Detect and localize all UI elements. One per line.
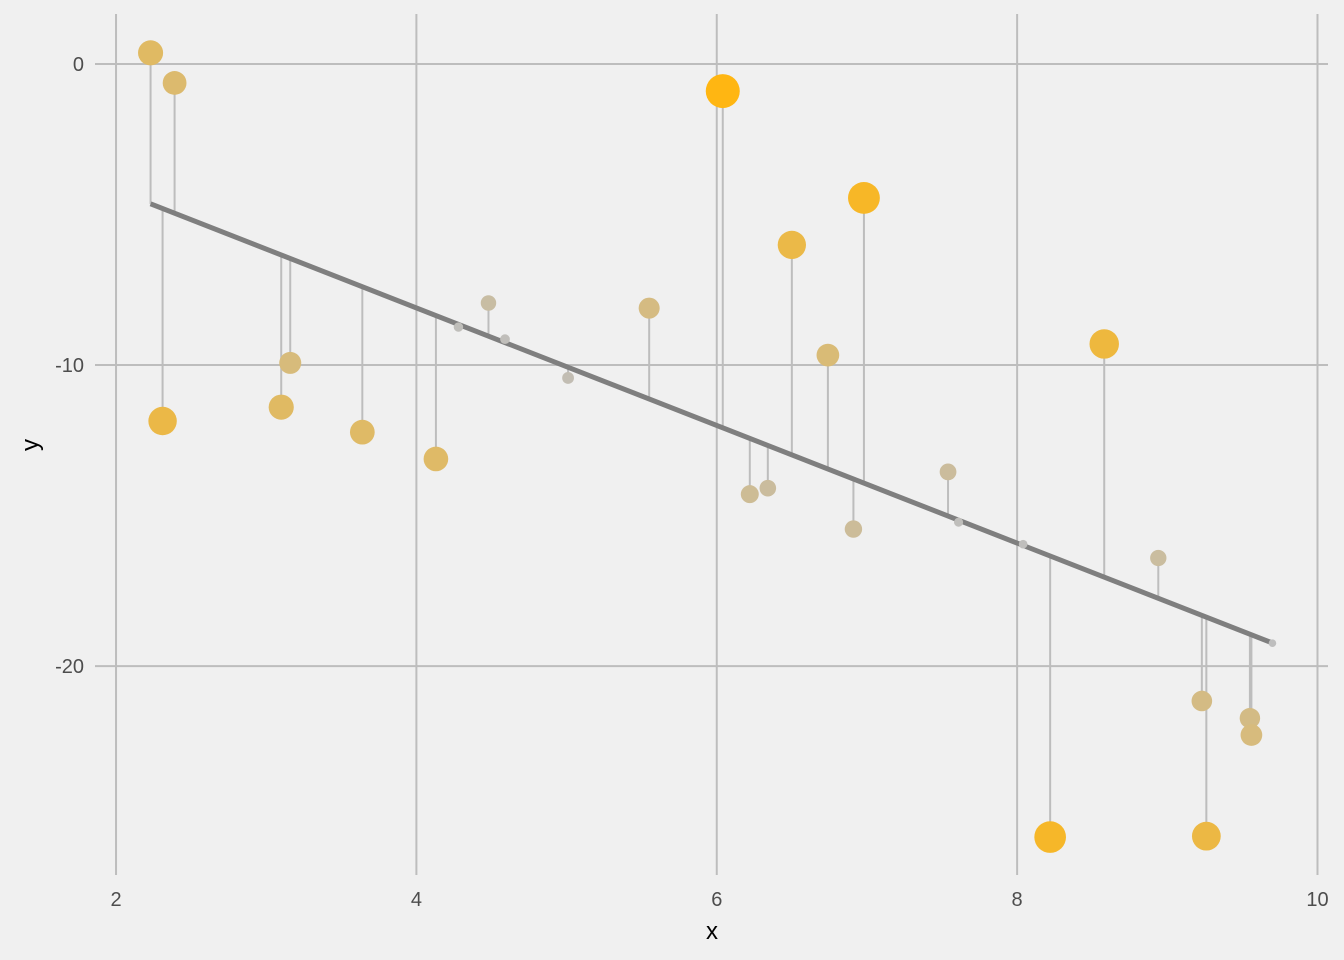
y-tick-label: 0 bbox=[73, 54, 84, 76]
data-point bbox=[844, 520, 863, 538]
data-point bbox=[1089, 329, 1119, 359]
data-point bbox=[279, 351, 302, 374]
data-point bbox=[816, 343, 840, 367]
x-tick-label: 4 bbox=[411, 889, 422, 911]
data-point bbox=[423, 446, 449, 472]
data-point bbox=[138, 40, 164, 66]
x-axis-label: x bbox=[706, 918, 718, 945]
data-point bbox=[1150, 549, 1167, 567]
y-tick-label: -20 bbox=[55, 656, 84, 678]
residual-segments bbox=[149, 52, 1274, 838]
data-point bbox=[939, 463, 957, 481]
data-point bbox=[777, 230, 807, 260]
data-point bbox=[148, 406, 177, 436]
data-point bbox=[1239, 707, 1261, 729]
data-point bbox=[268, 394, 294, 420]
x-tick-label: 2 bbox=[110, 889, 121, 911]
data-point bbox=[848, 182, 880, 214]
data-point bbox=[480, 295, 497, 311]
data-point bbox=[349, 419, 375, 445]
data-point bbox=[954, 517, 964, 527]
data-point bbox=[1034, 821, 1066, 853]
x-tick-label: 8 bbox=[1012, 889, 1023, 911]
data-point bbox=[638, 297, 660, 319]
tick-labels: 2 4 6 8 10 0 -10 -20 bbox=[55, 54, 1329, 911]
data-point bbox=[759, 479, 777, 497]
data-point bbox=[1191, 821, 1221, 851]
data-point bbox=[562, 372, 574, 384]
x-tick-label: 10 bbox=[1306, 889, 1328, 911]
data-point bbox=[705, 74, 740, 109]
data-point bbox=[453, 322, 464, 332]
x-tick-label: 6 bbox=[711, 889, 722, 911]
fit-line bbox=[149, 201, 1274, 646]
data-point bbox=[1268, 639, 1277, 648]
data-point bbox=[1191, 690, 1213, 712]
y-tick-label: -10 bbox=[55, 355, 84, 377]
points bbox=[138, 40, 1277, 853]
data-point bbox=[1240, 724, 1263, 746]
data-point bbox=[162, 71, 187, 95]
y-axis-label: y bbox=[17, 439, 44, 451]
data-point bbox=[1018, 539, 1028, 549]
fit-line-group bbox=[149, 201, 1274, 646]
data-point bbox=[740, 485, 759, 504]
data-point bbox=[500, 334, 510, 344]
